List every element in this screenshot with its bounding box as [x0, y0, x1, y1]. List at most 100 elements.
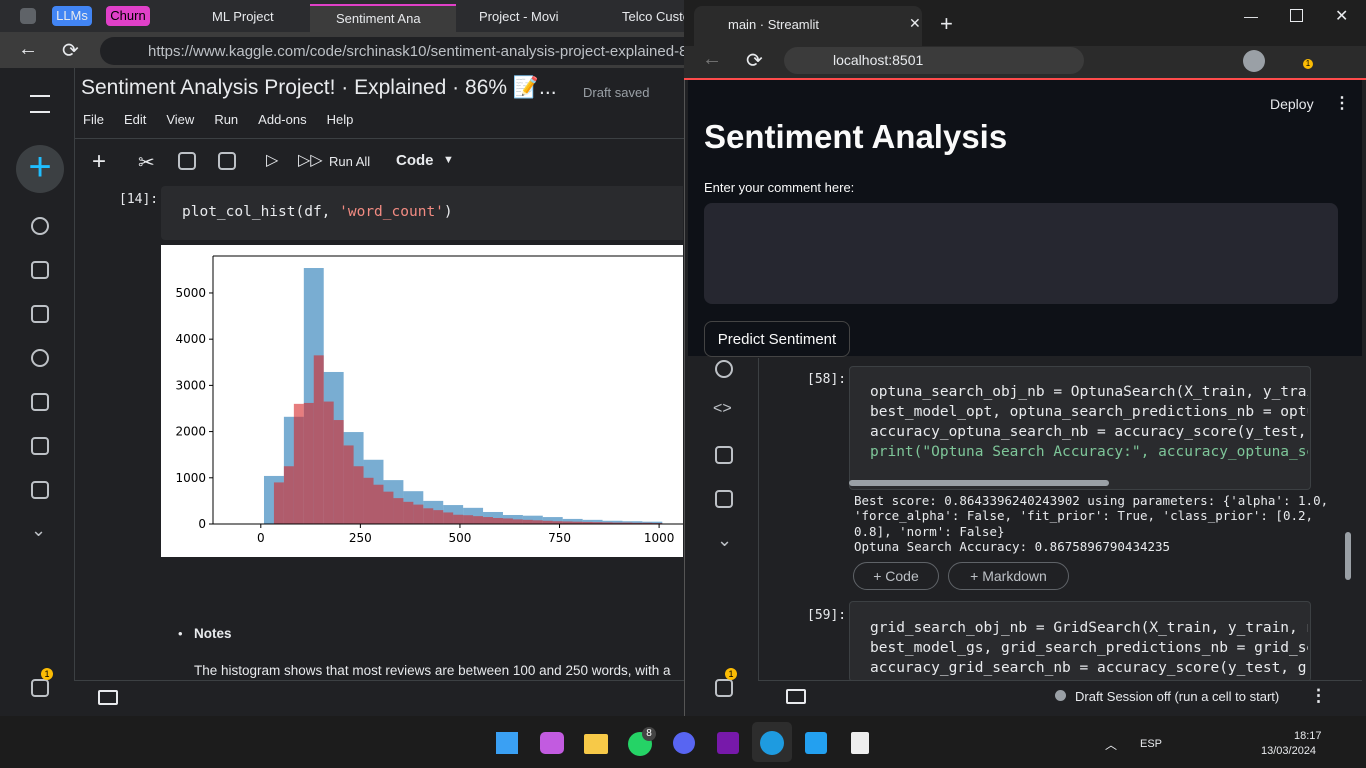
cell-type[interactable]: Code — [396, 152, 434, 169]
x-tick-label: 1000 — [644, 531, 675, 545]
badge: 1 — [725, 668, 737, 680]
tab-active[interactable]: Sentiment Ana — [310, 4, 456, 32]
run-button[interactable]: ▷ — [266, 152, 279, 169]
menu-item[interactable]: View — [166, 112, 195, 127]
menu-item[interactable]: File — [83, 112, 104, 127]
histogram-bar — [333, 420, 344, 524]
menu-icon[interactable] — [30, 95, 50, 113]
new-tab[interactable]: + — [940, 11, 953, 36]
app-icon[interactable] — [540, 732, 564, 754]
reload-button[interactable]: ⟳ — [62, 40, 79, 62]
add-cell-button[interactable]: + — [92, 148, 107, 175]
comment-textarea[interactable] — [704, 203, 1338, 304]
code-text: ) — [443, 204, 453, 220]
main-menu[interactable]: ⋮ — [1334, 95, 1350, 112]
nav-icon[interactable] — [31, 437, 49, 455]
run-all-icon[interactable]: ▷▷ — [298, 152, 323, 169]
histogram-bar — [542, 520, 553, 524]
app-icon[interactable] — [673, 732, 695, 754]
app-icon[interactable] — [805, 732, 827, 754]
nav-icon[interactable] — [715, 360, 733, 378]
nav-icon[interactable] — [715, 490, 733, 508]
url: localhost:8501 — [833, 52, 924, 68]
reload-button[interactable]: ⟳ — [746, 50, 763, 72]
nav-icon[interactable] — [31, 349, 49, 367]
start-button[interactable] — [496, 732, 518, 754]
histogram-bar — [383, 491, 394, 524]
nav-icon[interactable] — [31, 217, 49, 235]
histogram-bar — [612, 522, 623, 524]
histogram-bar — [542, 517, 563, 524]
cut-button[interactable]: ✂ — [138, 152, 155, 174]
code-block: optuna_search_obj_nb = OptunaSearch(X_tr… — [870, 382, 1308, 462]
y-tick-label: 2000 — [175, 425, 206, 439]
code-cell[interactable] — [161, 186, 683, 240]
notebook-title[interactable]: Sentiment Analysis Project! · Explained … — [81, 76, 557, 99]
code-cell[interactable] — [849, 601, 1311, 682]
tab[interactable]: Telco Custo — [622, 9, 690, 24]
histogram-bar — [483, 517, 494, 524]
close-window[interactable]: ✕ — [1335, 8, 1349, 25]
address-bar[interactable] — [784, 47, 1084, 74]
menu-item[interactable]: Help — [326, 112, 354, 127]
scrollbar[interactable] — [849, 480, 1109, 486]
tray-arrow[interactable]: ︿ — [1105, 738, 1118, 752]
tab-close[interactable]: ✕ — [909, 15, 921, 31]
maximize[interactable] — [1290, 9, 1303, 22]
nav-more[interactable]: ⌄ — [717, 530, 733, 550]
scrollbar[interactable] — [1345, 532, 1351, 580]
profile[interactable] — [1243, 50, 1265, 72]
copy-button[interactable] — [178, 152, 196, 170]
cell-prompt: [59]: — [807, 608, 847, 623]
tab-icon[interactable] — [20, 8, 36, 24]
tab-active[interactable] — [694, 6, 922, 46]
tab-group[interactable]: Churn — [106, 6, 150, 26]
run-all[interactable]: Run All — [329, 154, 371, 169]
add-code-button[interactable]: + Code — [853, 562, 939, 590]
tab-title[interactable]: main · Streamlit — [728, 17, 820, 32]
histogram-bar — [443, 512, 454, 524]
more-menu[interactable]: ⋮ — [1310, 686, 1327, 705]
console-button[interactable] — [98, 690, 118, 705]
nav-icon[interactable] — [31, 261, 49, 279]
menu-item[interactable]: Run — [214, 112, 239, 127]
language[interactable]: ESP — [1140, 738, 1163, 750]
app-icon[interactable] — [760, 731, 784, 755]
notes-heading: Notes — [194, 626, 232, 641]
session-status[interactable]: Draft Session off (run a cell to start) — [1075, 689, 1280, 704]
tab[interactable]: ML Project — [212, 9, 274, 24]
tab-group[interactable]: LLMs — [52, 6, 92, 26]
app-icon[interactable] — [851, 732, 869, 754]
console-button[interactable] — [786, 689, 806, 704]
nav-icon[interactable] — [31, 305, 49, 323]
input-label: Enter your comment here: — [704, 180, 855, 195]
address-bar[interactable] — [100, 37, 700, 65]
nav-icon[interactable] — [31, 679, 49, 697]
code-cell[interactable] — [849, 366, 1311, 490]
app-icon[interactable] — [584, 734, 608, 754]
add-markdown-button[interactable]: + Markdown — [948, 562, 1069, 590]
paste-button[interactable] — [218, 152, 236, 170]
nav-icon[interactable] — [31, 393, 49, 411]
nav-icon[interactable] — [715, 679, 733, 697]
back-button[interactable]: ← — [18, 38, 38, 60]
create-button[interactable]: + — [16, 145, 64, 193]
dropdown-arrow[interactable]: ▼ — [443, 154, 454, 166]
nav-icon[interactable] — [31, 481, 49, 499]
menu-item[interactable]: Edit — [123, 112, 147, 127]
clock-time[interactable]: 18:17 — [1294, 730, 1322, 742]
nav-more[interactable]: ⌄ — [31, 520, 47, 540]
predict-button[interactable]: Predict Sentiment — [704, 321, 850, 357]
back-button[interactable]: ← — [702, 48, 722, 70]
clock-date[interactable]: 13/03/2024 — [1261, 745, 1317, 757]
app-icon[interactable] — [717, 732, 739, 754]
tab[interactable]: Project - Movi — [479, 9, 559, 24]
badge: 1 — [41, 668, 53, 680]
nav-icon[interactable] — [715, 446, 733, 464]
minimize[interactable]: — — [1244, 8, 1258, 24]
deploy-button[interactable]: Deploy — [1270, 96, 1314, 112]
menu-item[interactable]: Add-ons — [258, 112, 307, 127]
nav-icon[interactable]: <> — [713, 400, 732, 417]
histogram-bar — [642, 522, 653, 524]
cell-output: Best score: 0.8643396240243902 using par… — [854, 493, 1328, 554]
